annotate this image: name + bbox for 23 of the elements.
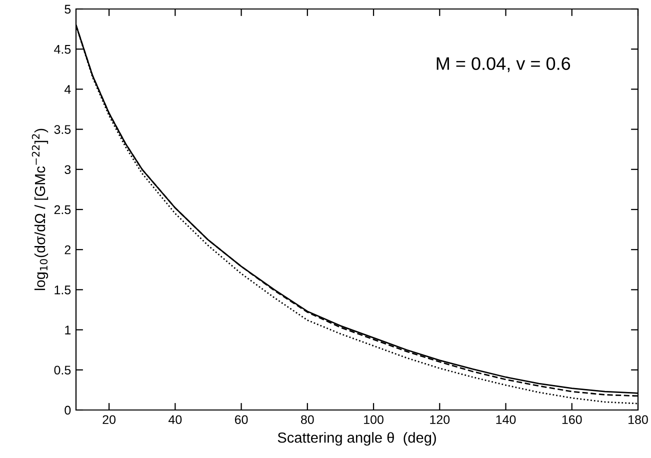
- y-axis-title: log$_{10}$(dσ/dΩ / [GMc$^{−22}$]$^{2}$): [32, 128, 48, 290]
- x-tick-label: 80: [301, 415, 314, 424]
- x-axis-title: Scattering angle θ (deg): [278, 432, 436, 446]
- y-tick-label: 0: [64, 406, 71, 415]
- y-tick-label: 0.5: [54, 366, 71, 375]
- x-tick-label: 140: [496, 415, 516, 424]
- y-tick-label: 1: [65, 326, 71, 334]
- x-tick-label: 40: [168, 415, 182, 424]
- y-tick-label: 2.5: [54, 205, 71, 214]
- y-tick-label: 5: [64, 4, 71, 14]
- x-tick-label: 60: [234, 415, 248, 424]
- x-tick-label: 160: [562, 415, 582, 424]
- x-tick-label: 20: [102, 415, 116, 424]
- x-tick-label: 100: [364, 415, 384, 424]
- y-tick-label: 4: [64, 85, 71, 94]
- y-tick-label: 4.5: [54, 45, 71, 54]
- x-tick-label: 180: [628, 415, 648, 424]
- y-tick-label: 3.5: [54, 125, 71, 134]
- y-tick-label: 2: [64, 245, 71, 254]
- y-tick-label: 3: [64, 165, 71, 174]
- y-tick-label: 1.5: [54, 286, 71, 294]
- annotation: M = 0.04, v = 0.6: [436, 57, 570, 72]
- x-tick-label: 120: [430, 415, 450, 424]
